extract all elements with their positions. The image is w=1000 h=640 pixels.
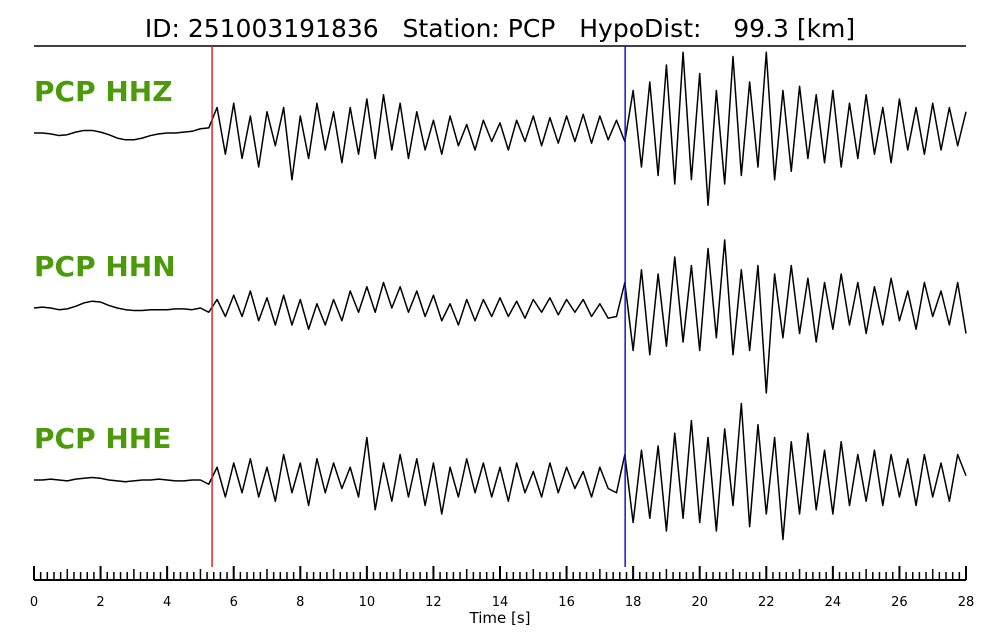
waveform: [34, 51, 967, 206]
x-tick-label: 24: [825, 595, 842, 610]
x-tick-label: 22: [758, 595, 775, 610]
waveform: [34, 402, 967, 541]
x-tick-label: 12: [425, 595, 442, 610]
x-tick-label: 4: [163, 595, 171, 610]
chart-title: ID: 251003191836 Station: PCP HypoDist: …: [145, 14, 855, 43]
x-tick-label: 6: [230, 595, 238, 610]
x-tick-label: 20: [691, 595, 708, 610]
x-tick-label: 14: [492, 595, 509, 610]
trace-label: PCP HHN: [34, 250, 176, 283]
x-tick-label: 10: [359, 595, 376, 610]
x-tick-label: 16: [558, 595, 575, 610]
x-tick-label: 26: [891, 595, 908, 610]
x-tick-label: 28: [958, 595, 975, 610]
trace-label: PCP HHZ: [34, 75, 173, 108]
x-tick-label: 18: [625, 595, 642, 610]
x-tick-label: 8: [296, 595, 304, 610]
x-tick-label: 2: [96, 595, 104, 610]
trace-label: PCP HHE: [34, 422, 171, 455]
x-axis-label: Time [s]: [469, 609, 531, 627]
x-tick-label: 0: [30, 595, 38, 610]
waveform: [33, 239, 967, 394]
